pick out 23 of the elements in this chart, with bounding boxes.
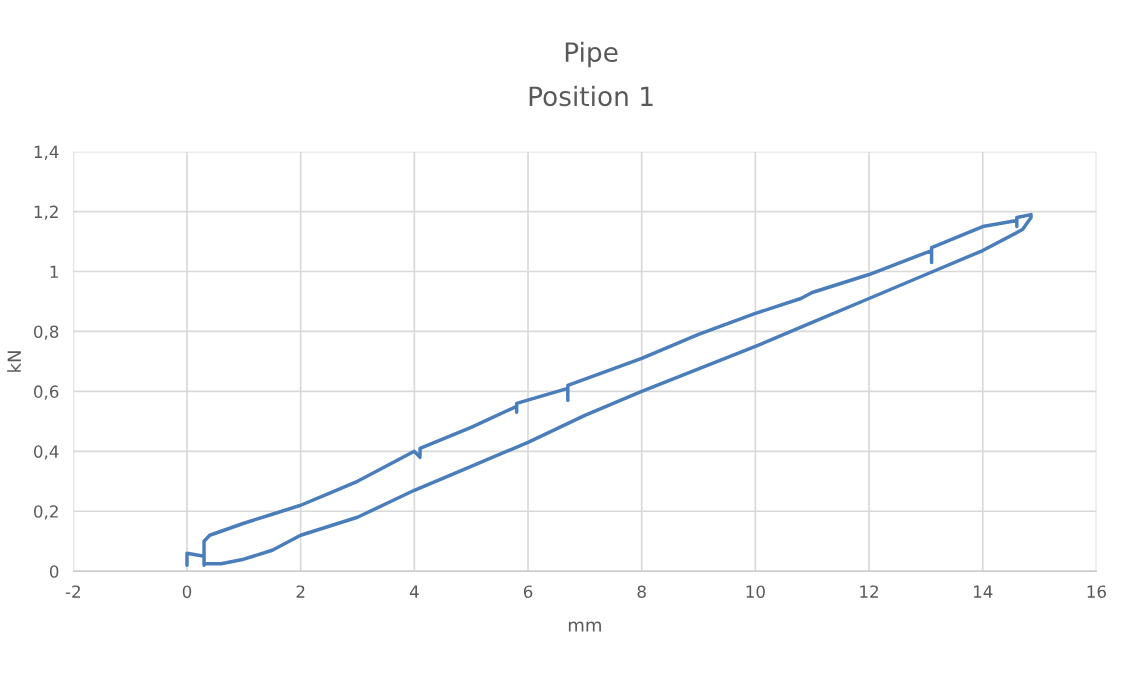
x-tick-label: 4 [409,585,419,598]
x-tick-label: 6 [523,585,533,598]
x-tick-label: 0 [182,585,192,598]
x-tick-label: 2 [296,585,305,598]
y-tick-label: 1,2 [34,205,58,220]
x-tick-label: 10 [746,585,765,598]
x-tick-label: -2 [65,585,80,598]
x-axis-title: mm [568,621,601,632]
x-tick-label: 16 [1087,585,1106,598]
y-tick-label: 0,6 [34,385,59,400]
y-tick-label: 0 [49,565,59,578]
y-axis-title: kN [7,351,21,372]
x-tick-label: 14 [973,585,993,598]
x-tick-label: 8 [637,585,646,598]
y-tick-label: 0,8 [34,325,59,340]
y-tick-label: 0,4 [34,445,59,460]
chart-subtitle: Position 1 [529,85,653,107]
line-series [185,212,1033,567]
chart-title: Pipe [565,41,618,68]
y-tick-label: 0,2 [34,505,58,520]
y-tick-label: 1,4 [34,145,59,160]
x-tick-label: 12 [860,585,878,598]
y-tick-label: 1 [50,265,58,278]
